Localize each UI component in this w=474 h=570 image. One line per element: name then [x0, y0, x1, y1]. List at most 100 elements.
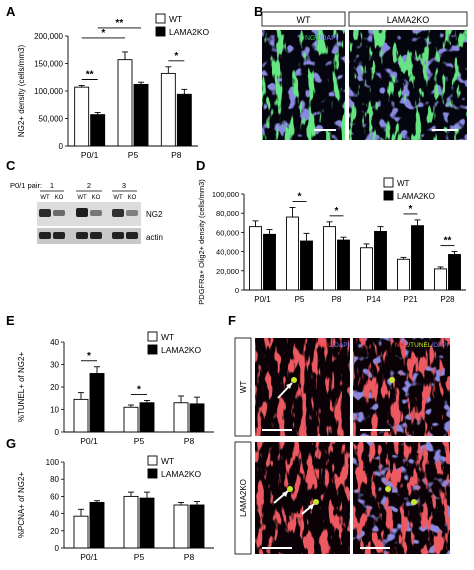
legend-label-wt: WT — [169, 14, 182, 24]
significance-label: * — [174, 51, 178, 62]
x-tick-label: P21 — [403, 295, 418, 304]
bar-wt — [323, 226, 336, 291]
legend-label-wt: WT — [161, 456, 174, 466]
x-tick-label: P8 — [332, 295, 342, 304]
panel-c-lane-3: WT — [77, 195, 87, 201]
panel-c-ng2-blot — [37, 202, 141, 226]
legend-swatch-ko — [383, 190, 394, 201]
y-tick-label: 40 — [50, 338, 59, 347]
panel-b-ko-label: LAMA2KO — [387, 15, 430, 25]
panel-f-wt-label: WT — [239, 381, 248, 394]
blot-band-ng2 — [76, 208, 88, 217]
panel-f-right-stain-label: NG2/TUNEL/DAPI — [395, 342, 449, 349]
x-tick-label: P28 — [440, 295, 455, 304]
y-tick-label: 50,000 — [39, 115, 64, 124]
bar-wt — [434, 268, 447, 291]
blot-band-actin — [90, 232, 102, 239]
significance-label: * — [298, 191, 302, 202]
legend-label-wt: WT — [397, 179, 410, 188]
panel-letter-c: C — [6, 158, 16, 173]
chart-d: 0 20,000 40,000 60,000 80,000 100,000 PDGFRa+ … — [197, 177, 466, 305]
y-tick-label: 80 — [50, 475, 59, 484]
y-tick-label: 0 — [59, 142, 64, 151]
panel-letter-d: D — [196, 158, 205, 173]
panel-f-wt-left-red — [255, 338, 350, 436]
tunel-positive-cell — [389, 377, 395, 383]
blot-band-actin — [76, 232, 88, 239]
significance-label: * — [137, 385, 141, 396]
panel-f-left-stain-label: NG2/DAPI — [319, 342, 350, 349]
legend-swatch-wt — [147, 331, 158, 342]
significance-label: * — [87, 351, 91, 362]
y-tick-label: 100,000 — [212, 190, 239, 199]
significance-label: * — [335, 206, 339, 217]
panel-f-left-stain-ng2: NG2 — [319, 342, 333, 349]
panel-f-ko-left-red — [255, 442, 350, 554]
y-tick-label: 40,000 — [216, 248, 239, 257]
panel-c-lane-2: KO — [55, 195, 64, 201]
bar-wt — [286, 216, 299, 291]
y-tick-label: 0 — [55, 428, 60, 437]
bar-ko — [90, 114, 106, 147]
panel-f-ko-row-header — [234, 441, 252, 555]
x-tick-label: P14 — [366, 295, 381, 304]
bar-wt — [360, 247, 373, 291]
bar-ko — [189, 504, 205, 549]
panel-c-actin-label: actin — [146, 233, 163, 242]
x-tick-label: P0/1 — [80, 552, 98, 562]
bar-wt — [173, 402, 189, 433]
y-tick-label: 30 — [50, 361, 59, 370]
panel-b-wt-label: WT — [297, 15, 311, 25]
panel-c-lane-4: KO — [92, 195, 101, 201]
panel-f-ko-right-red — [353, 442, 450, 554]
blot-band-ng2 — [112, 209, 124, 217]
significance-label: * — [409, 204, 413, 215]
y-tick-label: 20 — [50, 383, 59, 392]
blot-band-actin — [126, 232, 138, 239]
arrow-head-icon — [282, 491, 288, 497]
panel-letter-g: G — [6, 436, 16, 451]
bar-wt — [397, 258, 410, 291]
bar-wt — [173, 504, 189, 549]
panel-b-stain-ng2: NG2 — [305, 35, 320, 42]
tunel-positive-cell — [287, 486, 293, 492]
panel-f-wt-row-header — [234, 337, 252, 437]
blot-band-actin — [39, 232, 51, 239]
y-tick-label: 60 — [50, 492, 59, 501]
bar-ko — [411, 225, 424, 291]
panel-c-lane-6: KO — [128, 195, 137, 201]
y-tick-label: 40 — [50, 510, 59, 519]
y-tick-label: 150,000 — [34, 60, 63, 69]
bar-wt — [249, 226, 262, 291]
bar-ko — [337, 239, 350, 291]
legend-swatch-wt — [155, 13, 166, 24]
legend-swatch-ko — [155, 26, 166, 37]
chart-e: 0 10 20 30 40 %TUNEL+ of NG2+ P0/1 P5 P8 * * WT LAMA… — [17, 331, 214, 446]
bar-wt — [160, 72, 176, 147]
significance-label: * — [101, 28, 105, 39]
legend-label-ko: LAMA2KO — [161, 469, 202, 479]
significance-label: ** — [86, 70, 94, 81]
legend-swatch-wt — [147, 455, 158, 466]
x-tick-label: P5 — [295, 295, 305, 304]
legend-swatch-ko — [147, 344, 158, 355]
bar-ko — [263, 233, 276, 291]
y-tick-label: 80,000 — [216, 209, 239, 218]
bar-wt — [74, 86, 90, 147]
x-tick-label: P0/1 — [80, 436, 98, 446]
bar-ko — [89, 373, 105, 433]
y-tick-label: 200,000 — [34, 32, 63, 41]
bar-wt — [123, 495, 139, 549]
bar-wt — [73, 398, 89, 433]
y-tick-label: 100,000 — [34, 87, 63, 96]
x-tick-label: P5 — [134, 436, 145, 446]
blot-band-actin — [53, 232, 65, 239]
x-tick-label: P8 — [171, 150, 182, 160]
bar-ko — [89, 501, 105, 549]
panel-b-stain-label: NG2/DAPI — [305, 35, 338, 42]
bar-ko — [448, 254, 461, 291]
blot-band-ng2 — [39, 209, 51, 217]
bar-ko — [133, 83, 149, 147]
significance-label: ** — [115, 18, 123, 29]
